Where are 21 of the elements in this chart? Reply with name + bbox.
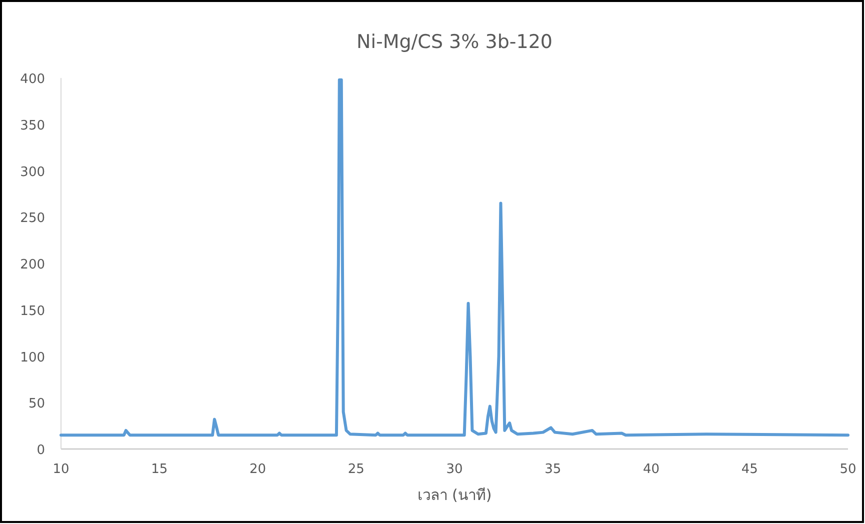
y-tick-label: 200 bbox=[20, 258, 45, 272]
line-series bbox=[60, 78, 850, 437]
x-tick-label: 30 bbox=[446, 462, 463, 477]
chart-title: Ni-Mg/CS 3% 3b-120 bbox=[356, 31, 553, 53]
y-tick-label: 250 bbox=[20, 211, 45, 226]
y-tick-label: 100 bbox=[20, 350, 45, 366]
x-tick-label: 40 bbox=[642, 462, 660, 477]
x-tick-label: 20 bbox=[249, 462, 266, 477]
x-axis-title: เวลา (นาที) bbox=[417, 486, 492, 504]
y-tick-label: 150 bbox=[20, 304, 45, 319]
y-tick-label: 350 bbox=[20, 118, 45, 134]
y-tick-label: 400 bbox=[20, 72, 45, 87]
x-tick-label: 15 bbox=[151, 462, 168, 477]
x-tick-label: 25 bbox=[348, 462, 364, 477]
y-tick-label: 300 bbox=[20, 164, 45, 180]
x-tick-label: 45 bbox=[741, 462, 758, 477]
x-tick-label: 35 bbox=[544, 462, 562, 477]
y-tick-label: 0 bbox=[36, 443, 45, 458]
x-tick-label: 50 bbox=[840, 462, 856, 477]
y-tick-label: 50 bbox=[28, 396, 45, 412]
x-tick-label: 10 bbox=[52, 462, 70, 477]
